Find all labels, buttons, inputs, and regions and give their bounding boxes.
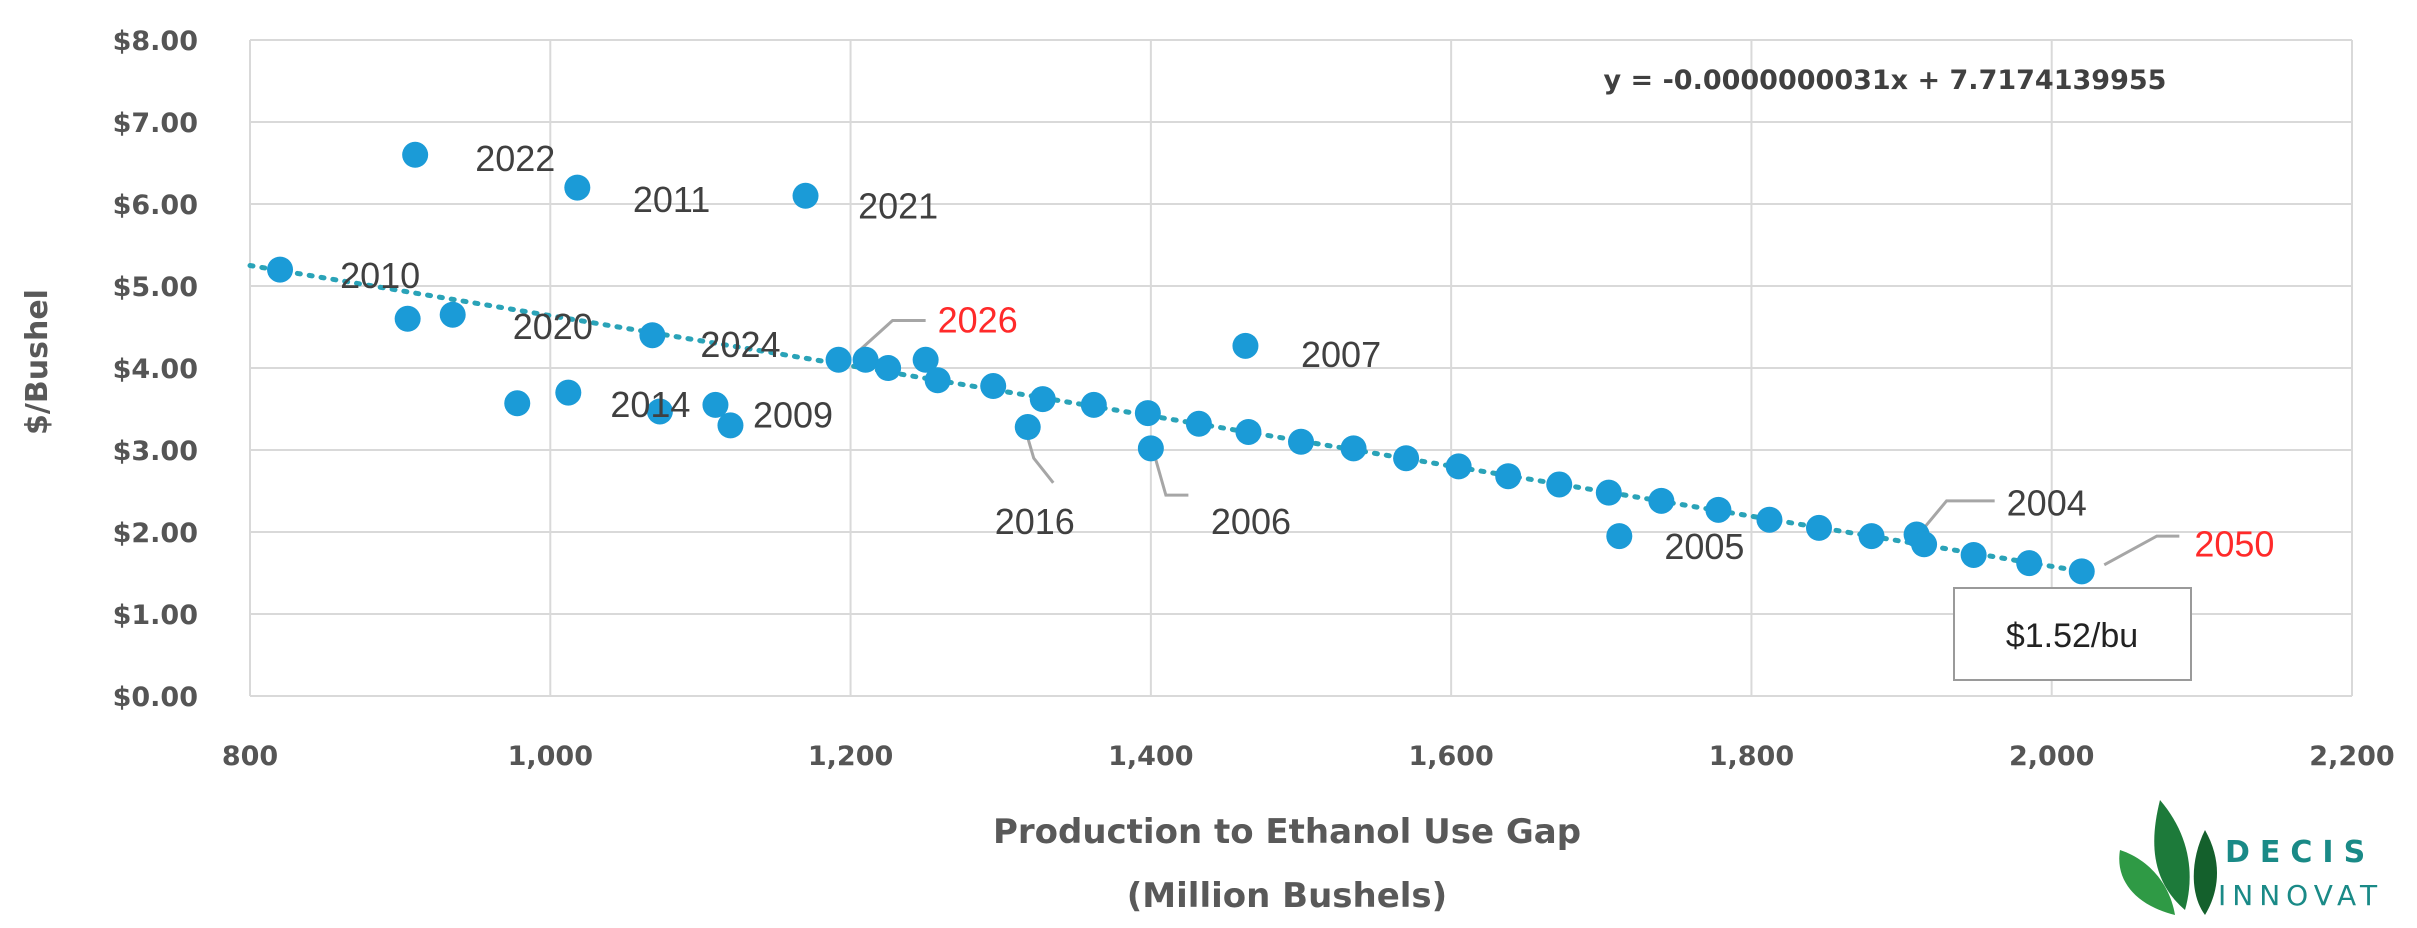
y-tick-label: $2.00	[113, 518, 198, 549]
point-label: 2005	[1664, 526, 1744, 567]
point-label: 2009	[753, 395, 833, 436]
y-tick-label: $8.00	[113, 26, 198, 57]
data-point	[555, 379, 582, 406]
point-label: 2024	[700, 324, 780, 365]
data-point	[1495, 463, 1522, 490]
x-tick-label: 2,000	[2009, 741, 2094, 772]
data-point	[1595, 479, 1622, 506]
leader-line	[857, 318, 926, 353]
data-point	[875, 355, 902, 381]
data-point	[1235, 418, 1262, 445]
x-tick-label: 1,000	[508, 741, 593, 772]
data-point	[852, 346, 879, 373]
data-points	[267, 141, 2095, 585]
point-label: 2014	[610, 384, 690, 425]
point-label: 2022	[475, 138, 555, 179]
trendline-equation: y = -0.0000000031x + 7.7174139955	[1604, 65, 2167, 96]
y-tick-label: $7.00	[113, 108, 198, 139]
callout-box: $1.52/bu	[1953, 587, 2192, 681]
y-tick-label: $5.00	[113, 272, 198, 303]
point-label: 2010	[340, 255, 420, 296]
y-tick-label: $0.00	[113, 682, 198, 713]
data-point	[1911, 531, 1938, 558]
data-point	[980, 373, 1007, 400]
data-point	[267, 256, 294, 283]
data-point	[1137, 435, 1164, 462]
x-tick-label: 1,200	[808, 741, 893, 772]
leaf-icon	[2119, 800, 2218, 915]
data-point	[2016, 550, 2043, 577]
data-point	[564, 174, 591, 201]
company-logo: DECIS INNOVAT	[2119, 800, 2383, 915]
data-point	[1340, 435, 1367, 462]
data-point	[1756, 506, 1783, 533]
x-tick-label: 800	[222, 741, 278, 772]
data-point	[1080, 391, 1107, 418]
leader-line	[1026, 437, 1055, 484]
x-tick-label: 1,800	[1709, 741, 1794, 772]
data-point	[2068, 558, 2095, 585]
logo-text-line2: INNOVAT	[2218, 879, 2383, 912]
data-point	[825, 346, 852, 373]
leader-lines	[857, 318, 2180, 567]
data-point	[1134, 400, 1161, 427]
point-label: 2026	[938, 299, 1018, 340]
data-point	[504, 390, 531, 417]
x-axis-ticks: 800 1,000 1,200 1,400 1,600 1,800 2,000 2,200	[222, 741, 2395, 772]
data-point	[924, 367, 951, 394]
callout-text: $1.52/bu	[2006, 617, 2138, 655]
data-point	[439, 301, 466, 328]
leader-line	[1153, 457, 1189, 497]
data-point	[1960, 541, 1987, 568]
y-axis-title: $/Bushel	[20, 289, 55, 435]
x-tick-label: 2,200	[2309, 741, 2394, 772]
y-tick-label: $1.00	[113, 600, 198, 631]
data-point	[1858, 523, 1885, 550]
leader-line	[2103, 534, 2180, 567]
data-point	[1546, 471, 1573, 498]
data-point	[1288, 428, 1314, 455]
grid	[249, 39, 2353, 697]
x-axis-title-line2: (Million Bushels)	[1127, 876, 1447, 916]
leader-line	[1922, 499, 1995, 529]
y-axis-ticks: $0.00 $1.00 $2.00 $3.00 $4.00 $5.00 $6.00 $7.00…	[113, 26, 198, 713]
data-point	[1014, 414, 1041, 441]
data-point	[1232, 332, 1259, 359]
point-label: 2016	[995, 501, 1075, 542]
point-labels: 2022 2011 2021 2010 2020 2024 2026 2007 2014 2009…	[340, 138, 2274, 567]
point-label: 2006	[1211, 501, 1291, 542]
x-tick-label: 1,600	[1408, 741, 1493, 772]
x-axis-title-line1: Production to Ethanol Use Gap	[993, 812, 1581, 852]
data-point	[1393, 445, 1420, 472]
y-tick-label: $4.00	[113, 354, 198, 385]
data-point	[1606, 523, 1633, 550]
data-point	[912, 346, 939, 373]
data-point	[1705, 496, 1732, 523]
point-label: 2021	[858, 185, 938, 226]
data-point	[646, 398, 673, 425]
point-label: 2007	[1301, 334, 1381, 375]
data-point	[402, 141, 429, 168]
point-label: 2011	[633, 179, 710, 220]
data-point	[1648, 487, 1675, 514]
data-point	[1445, 453, 1472, 480]
y-tick-label: $6.00	[113, 190, 198, 221]
data-point	[717, 412, 744, 439]
point-label: 2004	[2007, 482, 2087, 523]
y-tick-label: $3.00	[113, 436, 198, 467]
logo-text-line1: DECIS	[2225, 835, 2375, 870]
point-label: 2020	[513, 306, 593, 347]
x-tick-label: 1,400	[1108, 741, 1193, 772]
data-point	[792, 182, 819, 209]
data-point	[702, 391, 729, 418]
data-point	[1029, 386, 1056, 413]
data-point	[1805, 514, 1832, 541]
data-point	[1185, 410, 1212, 437]
data-point	[639, 322, 666, 349]
data-point	[394, 305, 421, 332]
point-label: 2050	[2194, 523, 2274, 564]
